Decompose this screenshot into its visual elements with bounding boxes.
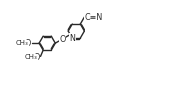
Text: N: N [69, 34, 75, 43]
Text: O: O [24, 39, 31, 48]
Text: C≡N: C≡N [85, 13, 103, 22]
Text: O: O [33, 53, 40, 62]
Text: CH₃: CH₃ [16, 40, 28, 46]
Text: CH₃: CH₃ [25, 54, 37, 60]
Text: O: O [59, 35, 65, 44]
